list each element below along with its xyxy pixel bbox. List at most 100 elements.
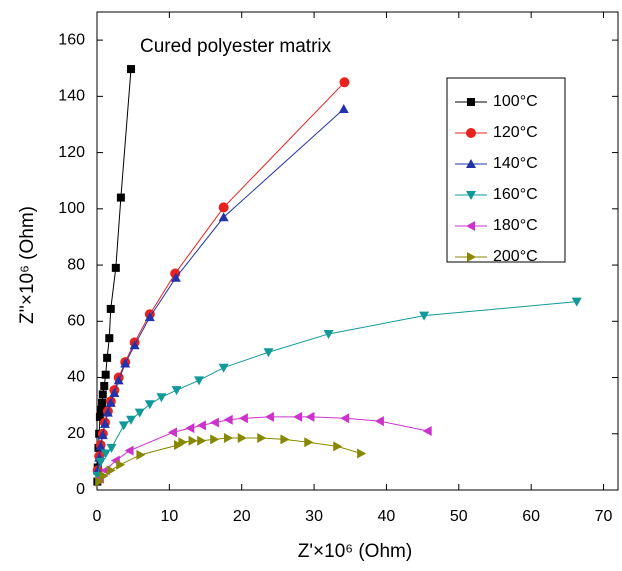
marker [111,263,120,272]
series-line [99,416,428,480]
marker [264,411,274,422]
marker [210,434,220,445]
marker [209,417,219,428]
y-axis-label: Z''×10⁶ (Ohm) [17,206,38,324]
chart-title: Cured polyester matrix [140,36,332,57]
marker [120,358,131,368]
legend-box [446,77,566,263]
marker [333,441,343,452]
marker [99,470,109,481]
marker [419,311,430,321]
marker [98,390,107,399]
marker [196,420,206,431]
marker [170,272,181,282]
y-tick-label: 40 [67,369,85,386]
marker [105,397,116,407]
x-tick-label: 60 [522,508,540,525]
marker [357,448,367,459]
marker [95,412,104,421]
marker [106,443,117,453]
legend-label: 200°C [493,248,538,265]
marker [129,340,140,350]
marker [340,413,350,424]
marker [127,65,136,74]
legend-label: 100°C [493,93,538,110]
marker [116,459,126,470]
marker [167,427,177,438]
y-tick-label: 100 [58,200,85,217]
marker [338,104,349,114]
legend-marker [466,159,476,168]
series-line [97,81,345,471]
marker [136,449,146,460]
marker [100,449,111,459]
legend-label: 140°C [493,155,538,172]
marker [238,413,248,424]
marker [422,425,432,436]
marker [197,435,207,446]
marker [144,312,155,322]
marker [113,375,124,385]
marker [339,77,350,88]
y-tick-label: 20 [67,425,85,442]
marker [374,416,384,427]
y-tick-label: 160 [58,31,85,48]
marker [223,432,233,443]
legend-marker [466,191,476,200]
marker [102,407,113,417]
marker [95,457,106,467]
marker [99,418,110,428]
marker [134,408,145,418]
marker [106,304,115,313]
marker [571,297,582,307]
plot-frame [96,11,619,491]
x-axis-label: Z'×10⁶ (Ohm) [298,541,412,562]
marker [218,363,229,373]
x-tick-label: 50 [450,508,468,525]
marker [257,432,267,443]
legend-label: 120°C [493,124,538,141]
marker [98,398,107,407]
y-tick-label: 0 [76,481,85,498]
marker [280,434,290,445]
marker [101,370,110,379]
marker [95,441,106,451]
marker [218,202,229,213]
marker [105,334,114,343]
marker [124,445,134,456]
marker [194,376,205,386]
marker [174,440,184,451]
marker [323,329,334,339]
series-line [97,301,577,477]
legend-label: 160°C [493,186,538,203]
marker [223,414,233,425]
marker [118,421,129,431]
marker [109,387,120,397]
y-tick-label: 140 [58,88,85,105]
legend-marker [466,128,476,138]
marker [96,405,105,414]
marker [106,465,116,476]
marker [304,437,314,448]
y-tick-label: 80 [67,256,85,273]
marker [305,411,315,422]
legend-label: 180°C [493,217,538,234]
legend-marker [467,98,475,106]
marker [100,381,109,390]
marker [171,386,182,396]
marker [188,435,198,446]
marker [103,353,112,362]
marker [116,193,125,202]
marker [97,430,108,440]
legend-marker [466,221,475,231]
marker [218,212,229,222]
x-tick-label: 0 [93,508,102,525]
y-tick-label: 60 [67,313,85,330]
x-tick-label: 10 [160,508,178,525]
marker [156,393,167,403]
series-line [98,437,362,482]
legend-marker [467,252,476,262]
x-tick-label: 40 [378,508,396,525]
